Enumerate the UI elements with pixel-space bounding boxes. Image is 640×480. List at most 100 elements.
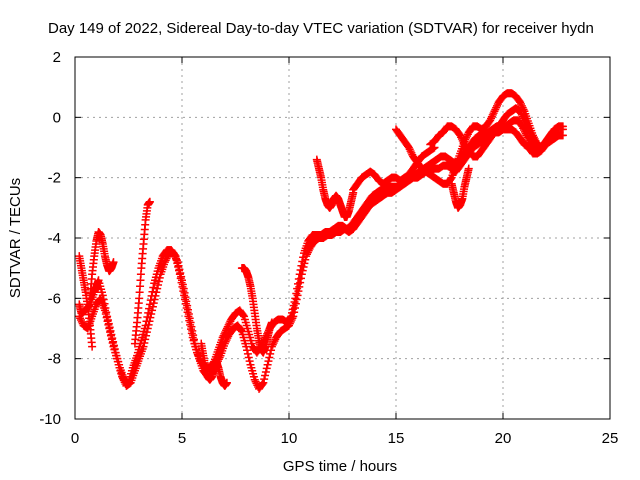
data-point — [223, 322, 232, 331]
data-point — [490, 107, 499, 116]
data-point — [268, 340, 277, 349]
data-point — [295, 282, 304, 291]
data-point — [300, 259, 309, 268]
data-point — [267, 346, 276, 355]
data-point — [259, 378, 268, 387]
data-point — [151, 291, 160, 300]
data-point — [177, 272, 186, 281]
data-point — [242, 342, 251, 351]
data-point — [262, 364, 271, 373]
data-point — [189, 335, 198, 344]
data-point — [215, 353, 224, 362]
data-point — [250, 375, 259, 384]
data-point — [142, 331, 151, 340]
data-point — [289, 312, 298, 321]
data-point — [290, 308, 299, 317]
data-point — [287, 316, 296, 325]
data-point — [141, 335, 150, 344]
data-point — [239, 311, 248, 320]
data-point — [147, 310, 156, 319]
data-point — [148, 302, 157, 311]
data-point — [245, 357, 254, 366]
data-point — [527, 130, 536, 139]
data-point — [302, 252, 311, 261]
data-point — [179, 284, 188, 293]
data-point — [160, 258, 169, 267]
data-point — [88, 342, 97, 351]
data-point — [237, 326, 246, 335]
data-point — [488, 110, 497, 119]
data-point — [161, 256, 170, 265]
data-point — [175, 265, 184, 274]
data-point — [521, 118, 530, 127]
data-point — [144, 320, 153, 329]
data-point — [487, 112, 496, 121]
data-point — [145, 317, 154, 326]
data-point — [243, 349, 252, 358]
data-point — [492, 103, 501, 112]
y-tick-label: 2 — [53, 49, 61, 66]
data-point — [298, 266, 307, 275]
data-point — [183, 301, 192, 310]
data-point — [493, 101, 502, 110]
data-point — [258, 380, 267, 389]
data-point — [189, 331, 198, 340]
x-tick-label: 0 — [71, 430, 79, 447]
data-point — [118, 372, 127, 381]
data-point — [518, 112, 527, 121]
data-point — [186, 318, 195, 327]
data-point — [294, 287, 303, 296]
data-series — [75, 89, 567, 393]
data-point — [75, 312, 84, 321]
data-point — [182, 297, 191, 306]
data-point — [103, 317, 112, 326]
data-point — [77, 317, 86, 326]
plot-frame — [74, 56, 611, 420]
data-point — [145, 197, 154, 206]
data-point — [178, 280, 187, 289]
data-point — [146, 313, 155, 322]
data-point — [296, 274, 305, 283]
data-point — [407, 148, 416, 157]
data-point — [76, 314, 85, 323]
data-point — [154, 281, 163, 290]
data-point — [101, 310, 110, 319]
y-tick-label: 0 — [53, 109, 61, 126]
data-point — [261, 367, 270, 376]
data-point — [187, 322, 196, 331]
data-point — [171, 252, 180, 261]
grid-lines — [75, 57, 610, 419]
data-point — [142, 328, 151, 337]
data-point — [522, 121, 531, 130]
data-point — [297, 270, 306, 279]
data-point — [148, 306, 157, 315]
data-point — [558, 131, 567, 140]
data-point — [153, 284, 162, 293]
data-point — [139, 342, 148, 351]
data-point — [303, 248, 312, 257]
data-point — [118, 374, 127, 383]
data-point — [172, 256, 181, 265]
data-point — [222, 335, 231, 344]
data-point — [446, 174, 455, 183]
data-point — [109, 258, 118, 267]
data-point — [457, 135, 466, 144]
data-point — [174, 261, 183, 270]
data-point — [293, 291, 302, 300]
data-point — [463, 132, 472, 141]
data-point — [221, 337, 230, 346]
data-point — [406, 147, 415, 156]
data-point — [243, 346, 252, 355]
data-point — [516, 107, 525, 116]
data-point — [244, 353, 253, 362]
data-point — [265, 353, 274, 362]
data-point — [106, 328, 115, 337]
y-tick-label: -6 — [48, 290, 61, 307]
data-point — [304, 246, 313, 255]
data-point — [286, 317, 295, 326]
data-point — [222, 378, 231, 387]
data-point — [225, 319, 234, 328]
data-point — [107, 335, 116, 344]
data-point — [178, 276, 186, 285]
data-point — [516, 109, 525, 118]
